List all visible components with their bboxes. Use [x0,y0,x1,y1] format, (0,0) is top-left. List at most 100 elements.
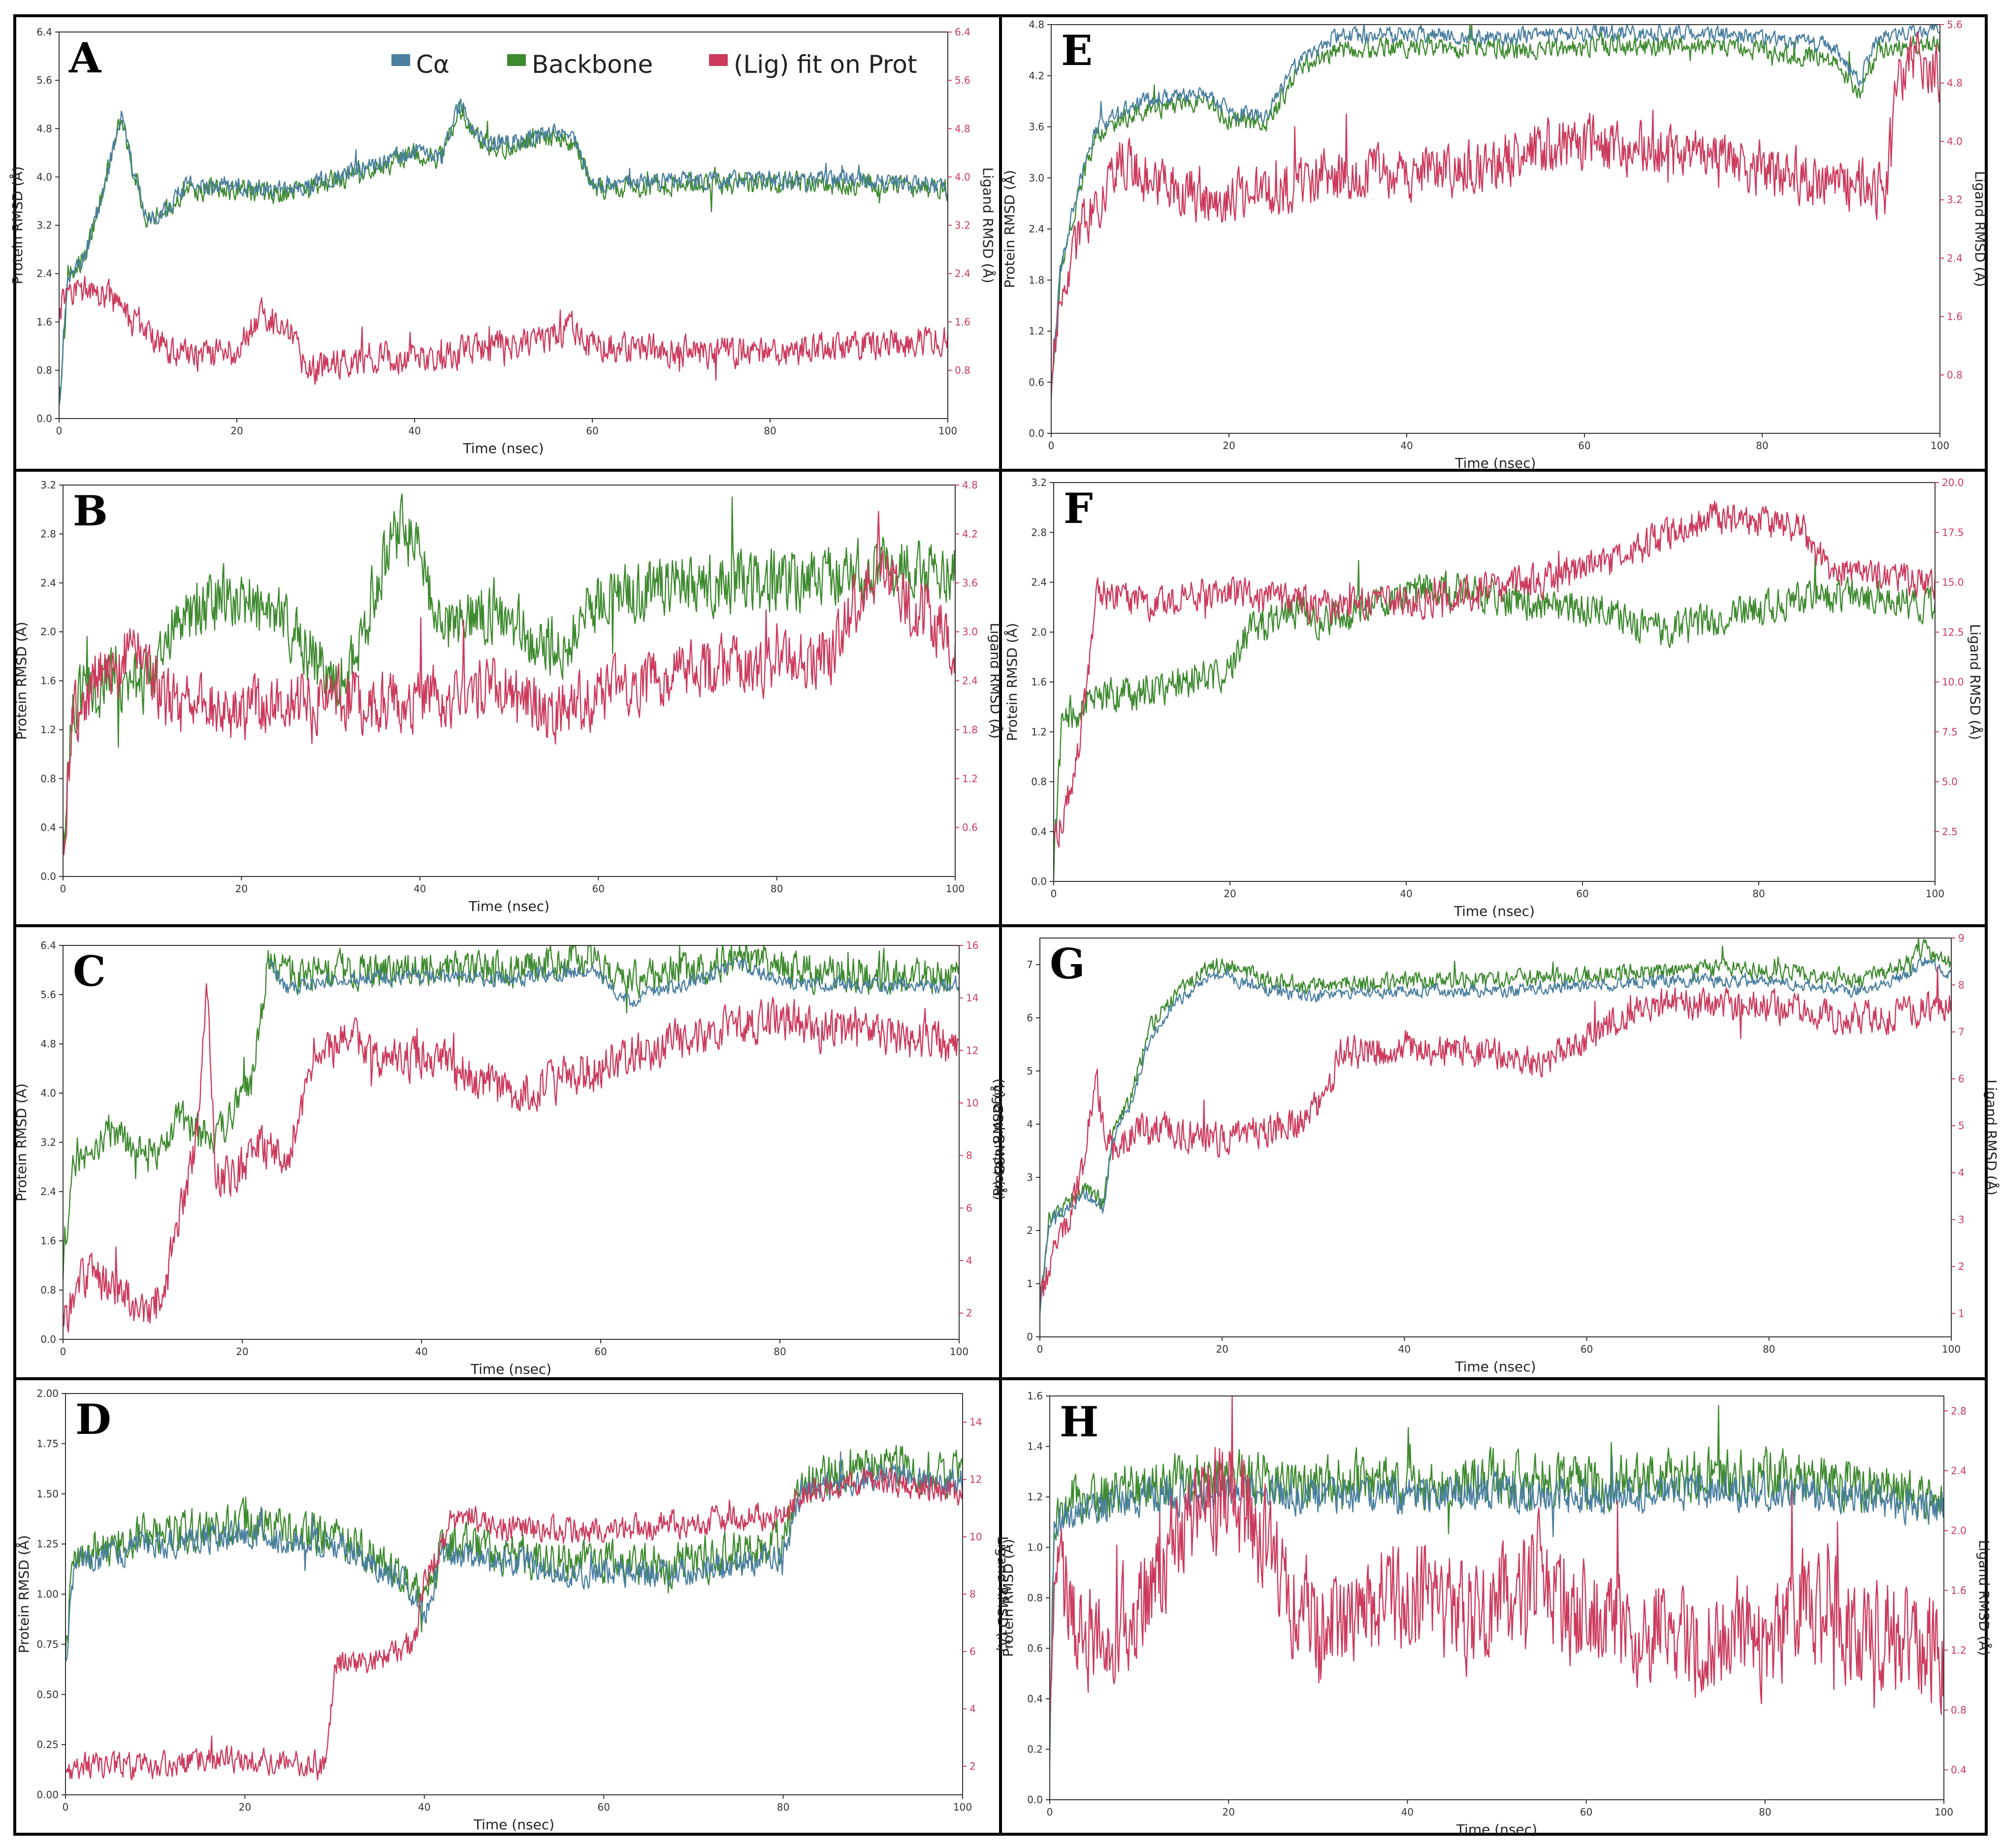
legend-label: Cα [416,50,450,79]
y2-tick-label: 12 [969,1474,982,1486]
y2-tick-label: 2.4 [1951,1465,1967,1477]
y-tick-label: 0.0 [1031,875,1047,887]
x-tick-label: 20 [1222,1806,1234,1818]
y-tick-label: 0.8 [36,364,52,376]
x-tick-label: 100 [946,883,965,895]
y2-tick-label: 0.4 [1951,1764,1967,1776]
y-tick-label: 0.25 [36,1739,59,1751]
x-tick-label: 0 [1047,1806,1053,1818]
y-tick-label: 1.6 [1027,1390,1043,1402]
y-tick-label: 2.0 [1031,626,1047,638]
panel-letter: H [1060,1397,1098,1446]
y2-tick-label: 4 [969,1703,976,1715]
y2-tick-label: 1.6 [1947,311,1963,323]
y2-tick-label: 8 [966,1150,972,1162]
y-axis-label: Protein RMSD (Å) [990,1078,1006,1197]
series-line-c- [58,98,949,406]
x-tick-label: 60 [594,1346,607,1358]
y-tick-label: 1.4 [1027,1441,1043,1453]
y2-tick-label: 6 [966,1202,972,1214]
y2-tick-label: 2.4 [1947,252,1963,264]
y2-tick-label: 3.0 [962,626,978,638]
panel-letter: C [73,947,106,996]
y-axis-label: Protein RMSD (Å) [13,1083,30,1201]
y2-tick-label: 17.5 [1942,526,1964,538]
x-tick-label: 60 [1576,888,1588,900]
y2-tick-label: 10 [969,1531,982,1543]
plot-area [63,945,960,1340]
x-tick-label: 80 [1759,1806,1771,1818]
y-tick-label: 0 [1027,1331,1033,1343]
y2-tick-label: 16 [966,940,978,951]
x-tick-label: 40 [1398,1343,1411,1355]
x-tick-label: 60 [592,883,604,895]
legend-swatch [391,54,410,66]
y2-tick-label: 2 [966,1307,972,1319]
x-tick-label: 100 [953,1801,972,1813]
y-tick-label: 5 [1027,1065,1033,1077]
y-tick-label: 0.00 [36,1789,59,1801]
series-line--lig-fit-on-prot [62,983,960,1333]
y-tick-label: 1.75 [36,1438,59,1450]
y-tick-label: 3.2 [40,1136,56,1148]
x-tick-label: 0 [60,1346,66,1358]
y-tick-label: 1.00 [36,1589,59,1600]
y-tick-label: 4.8 [36,123,52,134]
series-line-c- [268,958,960,1007]
y-tick-label: 3.6 [1029,121,1044,133]
y-tick-label: 2.8 [1031,526,1047,538]
x-axis-label: Time (nsec) [1454,1359,1536,1375]
series-line--lig-fit-on-prot [1049,1395,1945,1727]
panel-G: 0 20 40 60 80 100 0 1 2 3 4 5 6 7 1 2 3 4 5 6 7 8 9 Time (nsec)… [990,932,2000,1375]
y-tick-label: 0.0 [1027,1794,1043,1806]
y2-axis-label: Ligand RMSD (Å) [1976,1540,1993,1656]
y2-tick-label: 4.8 [962,479,978,491]
series-line--lig-fit-on-prot [65,1467,964,1781]
y-tick-label: 1.2 [1027,1491,1043,1503]
panel-H: 0 20 40 60 80 100 0.0 0.2 0.4 0.6 0.8 1.0 1.2 1.4 1.6 0… [1000,1390,1993,1838]
x-axis-label: Time (nsec) [473,1816,554,1833]
y-tick-label: 0.6 [1027,1643,1043,1654]
y-tick-label: 0.4 [1027,1693,1043,1705]
y2-axis-label: Ligand RMSD (Å) [1972,171,1989,287]
x-tick-label: 20 [239,1801,251,1813]
x-tick-label: 80 [764,425,776,437]
y2-axis-label: Ligand RMSD (Å) [987,623,1004,739]
series-line--lig-fit-on-prot [1039,966,1952,1304]
y2-tick-label: 10 [966,1097,978,1109]
x-axis-label: Time (nsec) [470,1361,551,1377]
y2-tick-label: 4.2 [962,528,978,540]
x-tick-label: 80 [1756,440,1768,452]
x-tick-label: 80 [774,1346,786,1358]
y2-tick-label: 0.8 [955,364,970,376]
y-tick-label: 4.0 [36,171,52,183]
y-tick-label: 1.50 [36,1488,59,1500]
x-tick-label: 20 [1216,1343,1228,1355]
y-axis-label: Protein RMSD (Å) [9,166,26,285]
x-tick-label: 60 [1578,440,1590,452]
x-tick-label: 100 [1926,888,1944,900]
panel-E: 0 20 40 60 80 100 0.0 0.6 1.2 1.8 2.4 3.0 3.6 4.2 4.8 0… [1001,19,1989,471]
panel-D: 0 20 40 60 80 100 0.00 0.25 0.50 0.75 1.00 1.25 1.50… [15,1388,1011,1833]
y-tick-label: 0.2 [1027,1744,1043,1755]
y-tick-label: 0.50 [36,1688,59,1700]
plot-area [65,1393,963,1795]
x-tick-label: 0 [1051,888,1057,900]
y2-tick-label: 2.8 [1951,1405,1967,1417]
series-line-backbone [58,101,949,402]
series-line-c- [1050,24,1941,389]
y2-tick-label: 4.8 [955,123,970,134]
y-tick-label: 2.4 [1029,223,1044,235]
legend-label: (Lig) fit on Prot [734,50,917,79]
series-line-backbone [62,493,956,847]
y-tick-label: 2.00 [36,1388,59,1399]
y2-tick-label: 8 [1958,979,1965,991]
y2-axis-label: Ligand RMSD (Å) [980,167,997,284]
y-tick-label: 0.0 [40,871,56,882]
y2-tick-label: 4.0 [955,171,970,183]
x-tick-label: 80 [1752,888,1765,900]
x-tick-label: 20 [1224,888,1236,900]
y2-axis-label: Ligand RMSD (Å) [1983,1079,2000,1196]
series-line-c- [65,1451,964,1661]
y2-tick-label: 0.6 [962,822,978,834]
